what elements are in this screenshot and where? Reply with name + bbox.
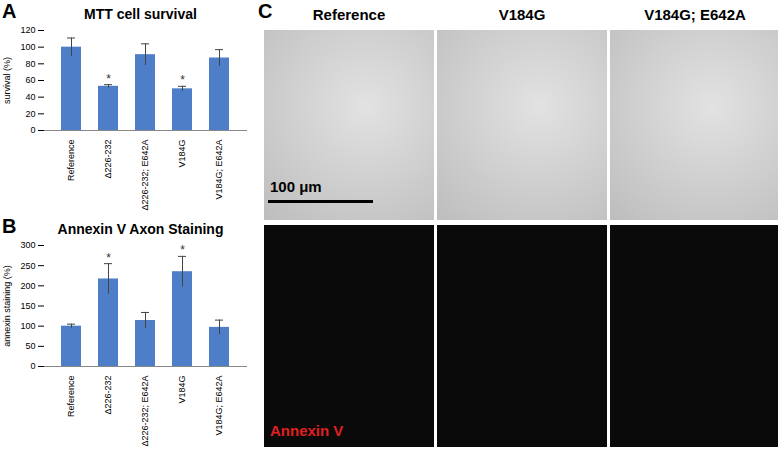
svg-text:120: 120	[20, 25, 35, 35]
html-text:V184G: V184G	[498, 6, 546, 23]
svg-text:V184G; E642A: V184G; E642A	[214, 140, 224, 200]
svg-text:annexin staining (%): annexin staining (%)	[2, 265, 12, 347]
svg-text:Δ226-232; E642A: Δ226-232; E642A	[140, 376, 150, 447]
svg-text:V184G; E642A: V184G; E642A	[214, 376, 224, 436]
svg-text:Δ226-232; E642A: Δ226-232; E642A	[140, 140, 150, 211]
svg-text:60: 60	[25, 75, 35, 85]
html-text:Annexin V Axon Staining: Annexin V Axon Staining	[57, 221, 224, 237]
html-text:B: B	[2, 215, 17, 237]
svg-text:*: *	[106, 72, 111, 86]
svg-text:Δ226-232: Δ226-232	[103, 376, 113, 415]
svg-text:50: 50	[25, 341, 35, 351]
svg-text:*: *	[106, 251, 111, 265]
svg-text:0: 0	[30, 361, 35, 371]
svg-text:20: 20	[25, 109, 35, 119]
svg-text:V184G: V184G	[177, 140, 187, 168]
svg-text:Reference: Reference	[66, 140, 76, 182]
html-text:Annexin V: Annexin V	[270, 422, 344, 439]
svg-text:0: 0	[30, 125, 35, 135]
svg-text:*: *	[180, 243, 185, 257]
svg-text:200: 200	[20, 281, 35, 291]
svg-text:40: 40	[25, 92, 35, 102]
svg-text:300: 300	[20, 240, 35, 250]
svg-text:150: 150	[20, 301, 35, 311]
html-text:MTT cell survival: MTT cell survival	[84, 6, 197, 22]
html-text:100 μm: 100 μm	[270, 178, 322, 195]
svg-text:100: 100	[20, 321, 35, 331]
svg-text:250: 250	[20, 261, 35, 271]
svg-text:*: *	[180, 73, 185, 87]
svg-text:Δ226-232: Δ226-232	[103, 140, 113, 179]
html-text:V184G; E642A: V184G; E642A	[644, 6, 746, 23]
html-text:A: A	[2, 0, 17, 22]
svg-text:Reference: Reference	[66, 376, 76, 418]
svg-text:V184G: V184G	[177, 376, 187, 404]
svg-text:80: 80	[25, 59, 35, 69]
html-text:C: C	[258, 0, 273, 22]
html-text:Reference: Reference	[312, 6, 386, 23]
svg-text:survival (%): survival (%)	[2, 57, 12, 104]
svg-text:100: 100	[20, 42, 35, 52]
